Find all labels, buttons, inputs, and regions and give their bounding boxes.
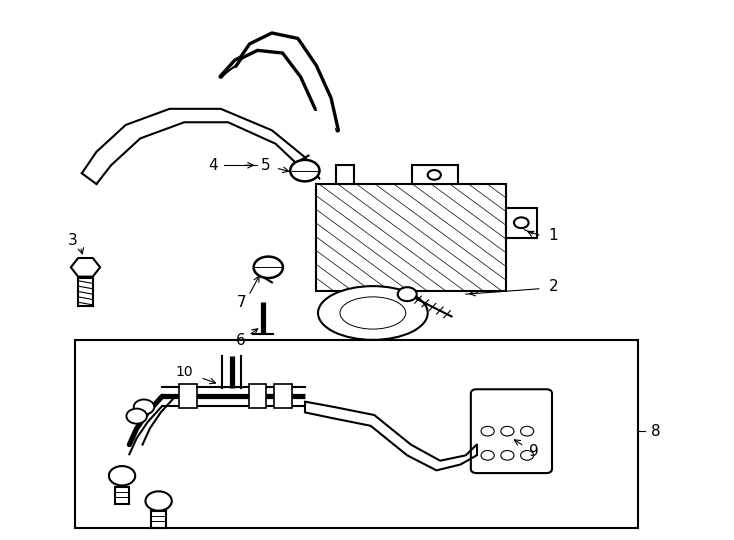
Polygon shape <box>71 258 100 276</box>
Bar <box>179 384 197 408</box>
Text: 2: 2 <box>548 279 559 294</box>
Circle shape <box>520 450 534 460</box>
Bar <box>336 165 354 184</box>
Polygon shape <box>305 402 476 470</box>
Bar <box>75 340 638 528</box>
Bar <box>274 384 291 408</box>
Circle shape <box>290 160 319 181</box>
Circle shape <box>514 218 528 228</box>
Circle shape <box>398 287 417 301</box>
Circle shape <box>481 427 494 436</box>
Bar <box>249 384 266 408</box>
Text: 5: 5 <box>261 158 271 173</box>
Text: 4: 4 <box>208 158 218 173</box>
FancyBboxPatch shape <box>470 389 552 473</box>
Circle shape <box>134 400 154 415</box>
Circle shape <box>254 256 283 278</box>
Circle shape <box>520 427 534 436</box>
Text: 8: 8 <box>651 424 661 438</box>
Polygon shape <box>221 33 338 130</box>
Ellipse shape <box>318 286 428 340</box>
Circle shape <box>501 427 514 436</box>
Polygon shape <box>81 109 319 184</box>
Text: 1: 1 <box>548 227 559 242</box>
Ellipse shape <box>340 297 406 329</box>
Circle shape <box>428 170 441 180</box>
Circle shape <box>126 409 147 424</box>
Polygon shape <box>506 208 537 238</box>
Circle shape <box>145 491 172 511</box>
Circle shape <box>481 450 494 460</box>
Circle shape <box>109 466 135 485</box>
Text: 7: 7 <box>236 295 246 310</box>
Polygon shape <box>412 165 458 184</box>
Circle shape <box>501 450 514 460</box>
Text: 6: 6 <box>236 333 246 348</box>
Bar <box>316 184 506 292</box>
Text: 3: 3 <box>68 233 78 248</box>
Text: 10: 10 <box>175 365 193 379</box>
Text: 9: 9 <box>528 444 539 459</box>
